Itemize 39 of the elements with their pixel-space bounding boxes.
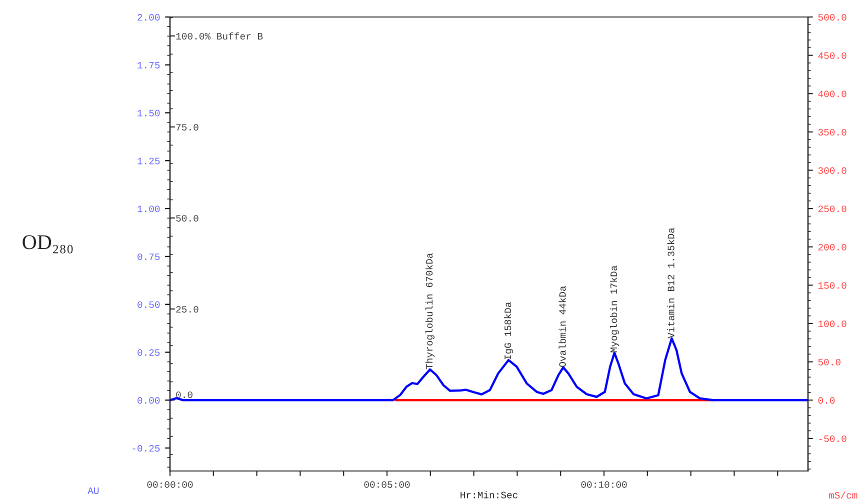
y2-tick-label: 150.0 xyxy=(818,282,846,289)
y2-axis-title: mS/cm xyxy=(828,491,858,499)
y2-tick-label: 200.0 xyxy=(818,244,846,250)
y3-tick-label: 25.0 xyxy=(176,306,198,313)
annotation: Myoglobin 17kDa xyxy=(610,266,619,352)
annotation: Ovalbmin 44kDa xyxy=(558,286,566,367)
annotation: IgG 158kDa xyxy=(504,302,514,360)
y3-tick-label: 50.0 xyxy=(176,214,198,222)
y2-tick-label: 300.0 xyxy=(818,167,846,174)
annotation: Vitamin B12 1.35kDa xyxy=(667,228,674,338)
y2-tick-label: 450.0 xyxy=(818,52,846,59)
y-tick-label: -0.25 xyxy=(132,445,160,452)
x-tick-label: 00:10:00 xyxy=(581,481,627,488)
y2-tick-label: 100.0 xyxy=(818,320,846,328)
y3-tick-label: 100.0% Buffer B xyxy=(176,32,263,40)
annotation: Thyroglobulin 670kDa xyxy=(425,253,435,370)
y2-tick-label: 0.0 xyxy=(818,397,835,404)
y-tick-label: 1.25 xyxy=(138,158,160,164)
y-tick-label: 2.00 xyxy=(138,14,160,21)
x-axis-title: Hr:Min:Sec xyxy=(460,491,518,498)
x-tick-label: 00:05:00 xyxy=(364,481,410,488)
x-tick-label: 00:00:00 xyxy=(147,481,193,488)
y-tick-label: 1.00 xyxy=(138,206,160,212)
y2-tick-label: 500.0 xyxy=(818,14,846,21)
y-tick-label: 0.00 xyxy=(138,397,160,404)
y3-tick-label: 75.0 xyxy=(176,124,198,131)
y-tick-label: 0.25 xyxy=(138,349,160,356)
y2-tick-label: 50.0 xyxy=(818,358,840,366)
text: AU xyxy=(88,488,99,494)
y-tick-label: 1.50 xyxy=(138,110,160,116)
y-tick-label: 0.50 xyxy=(138,301,160,308)
y2-tick-label: 250.0 xyxy=(818,206,846,212)
y2-tick-label: 350.0 xyxy=(818,128,846,136)
y-tick-label: 0.75 xyxy=(138,253,160,260)
y3-tick-label: 0.0 xyxy=(176,391,192,398)
y-tick-label: 1.75 xyxy=(138,62,160,69)
y-axis-title: OD₂₈₀ xyxy=(22,235,73,254)
y2-tick-label: -50.0 xyxy=(819,435,846,442)
y2-tick-label: 400.0 xyxy=(818,90,846,98)
